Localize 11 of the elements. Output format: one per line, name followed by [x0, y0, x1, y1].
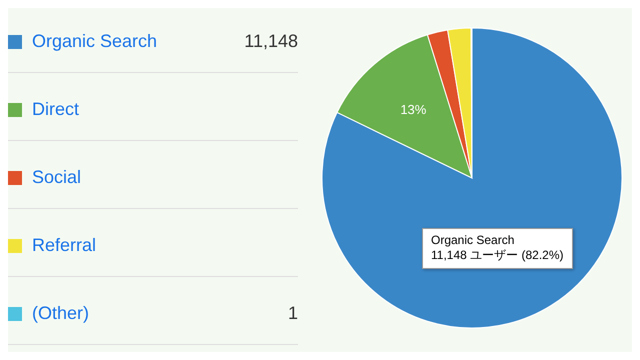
text: 11,148 ユーザー (82.2%) — [431, 248, 564, 262]
legend-label: Social — [32, 167, 82, 188]
legend-label: Referral — [32, 235, 98, 256]
slice-label: Organic Search — [431, 233, 514, 247]
data-label: 13% — [400, 102, 427, 118]
legend-label: (Other) — [32, 303, 90, 324]
text: 11,148 — [244, 31, 298, 51]
pie-slice — [322, 28, 622, 328]
legend-label: Organic Search — [32, 31, 158, 52]
text: 1 — [288, 303, 298, 323]
legend-label: Direct — [32, 99, 80, 120]
